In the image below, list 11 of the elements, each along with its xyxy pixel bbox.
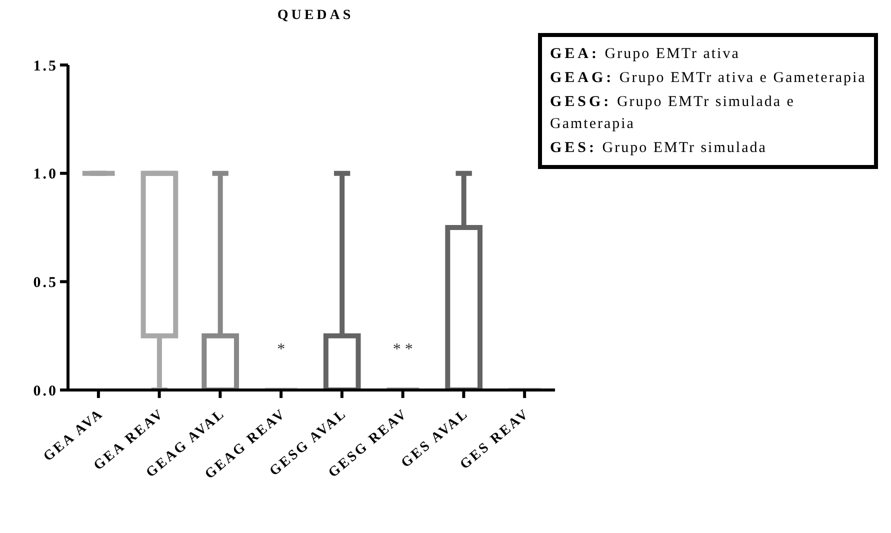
y-tick-label: 1.5 <box>33 58 58 74</box>
chart-title: QUEDAS <box>276 8 355 24</box>
y-tick-label: 0.0 <box>33 383 58 400</box>
annotation: * <box>277 341 286 358</box>
text: GEA: Grupo EMTr ativa <box>550 46 740 62</box>
y-tick-label: 1.0 <box>33 166 58 183</box>
annotation: * * <box>392 341 413 358</box>
annotation: GEAG: Grupo EMTr ativa e Gameterapia <box>550 70 866 86</box>
annotation: GES: Grupo EMTr simulada <box>550 140 767 156</box>
annotation: GESG: Grupo EMTr simulada e Gamterapia <box>550 94 795 132</box>
y-tick-label: 0.5 <box>33 274 58 291</box>
